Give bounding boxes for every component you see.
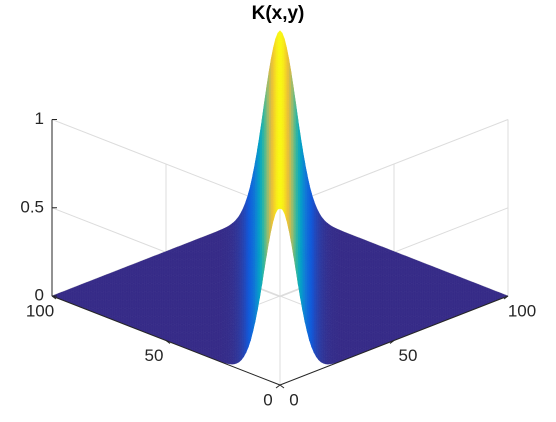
surface-plot: 00.51050100050100 K(x,y) [20, 3, 536, 409]
